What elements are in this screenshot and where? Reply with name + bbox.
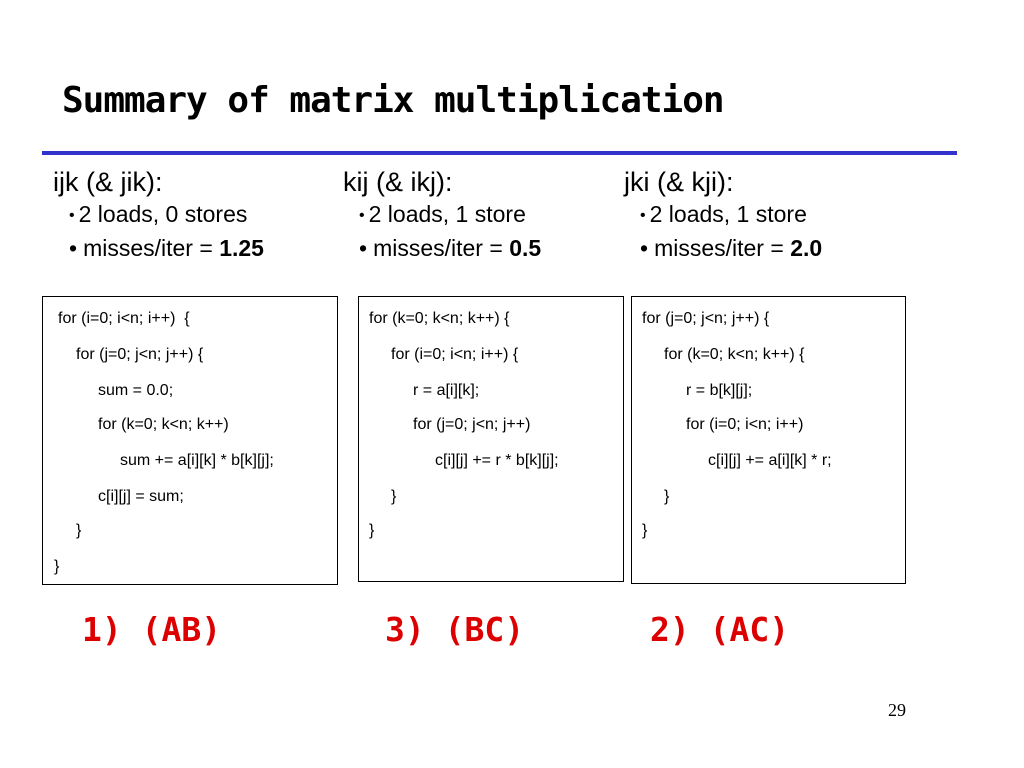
- code-line: }: [369, 522, 375, 539]
- column-heading: ijk (& jik):: [53, 167, 163, 197]
- code-line: sum = 0.0;: [98, 382, 174, 399]
- code-box-kij: for (k=0; k<n; k++) { for (i=0; i<n; i++…: [358, 296, 624, 582]
- bullet-icon: •: [69, 235, 78, 261]
- code-box-ijk: for (i=0; i<n; i++) { for (j=0; j<n; j++…: [42, 296, 338, 585]
- code-line: c[i][j] += r * b[k][j];: [435, 452, 559, 469]
- code-line: for (j=0; j<n; j++): [413, 416, 531, 433]
- misses-value: 2.0: [790, 235, 823, 261]
- code-box-jki: for (j=0; j<n; j++) { for (k=0; k<n; k++…: [631, 296, 906, 584]
- column-kij: kij (& ikj): • 2 loads, 1 store • misses/i…: [343, 166, 541, 264]
- bullet-list: • 2 loads, 1 store • misses/iter = 2.0: [640, 198, 822, 264]
- code-line: for (k=0; k<n; k++): [98, 416, 229, 433]
- answer-label-kij: 3) (BC): [385, 610, 525, 649]
- bullet-text: misses/iter =: [83, 235, 220, 261]
- slide-title: Summary of matrix multiplication: [62, 80, 725, 121]
- code-line: for (j=0; j<n; j++) {: [76, 346, 204, 363]
- bullet-icon: •: [359, 235, 368, 261]
- code-line: r = a[i][k];: [413, 382, 480, 399]
- bullet-misses: • misses/iter = 0.5: [359, 232, 541, 264]
- bullet-misses: • misses/iter = 1.25: [69, 232, 264, 264]
- code-line: }: [642, 522, 648, 539]
- code-line: for (i=0; i<n; i++) {: [391, 346, 519, 363]
- bullet-icon: •: [640, 235, 649, 261]
- bullet-icon: •: [69, 207, 75, 224]
- page-number: 29: [888, 700, 906, 720]
- bullet-text: 2 loads, 1 store: [649, 201, 807, 227]
- code-line: for (i=0; i<n; i++): [686, 416, 804, 433]
- misses-value: 0.5: [509, 235, 542, 261]
- code-line: for (j=0; j<n; j++) {: [642, 310, 770, 327]
- bullet-list: • 2 loads, 0 stores • misses/iter = 1.25: [69, 198, 264, 264]
- bullet-loads-stores: • 2 loads, 0 stores: [69, 198, 264, 232]
- bullet-list: • 2 loads, 1 store • misses/iter = 0.5: [359, 198, 541, 264]
- bullet-text: misses/iter =: [373, 235, 510, 261]
- code-line: c[i][j] += a[i][k] * r;: [708, 452, 832, 469]
- bullet-text: 2 loads, 0 stores: [78, 201, 248, 227]
- code-line: sum += a[i][k] * b[k][j];: [120, 452, 274, 469]
- code-line: }: [76, 522, 82, 539]
- bullet-icon: •: [359, 207, 365, 224]
- title-divider: [42, 151, 957, 155]
- column-heading: jki (& kji):: [624, 167, 734, 197]
- code-line: for (i=0; i<n; i++) {: [58, 310, 190, 327]
- code-line: }: [664, 488, 670, 505]
- column-ijk: ijk (& jik): • 2 loads, 0 stores • misses/…: [53, 166, 264, 264]
- bullet-loads-stores: • 2 loads, 1 store: [359, 198, 541, 232]
- code-line: c[i][j] = sum;: [98, 488, 184, 505]
- bullet-text: misses/iter =: [654, 235, 791, 261]
- bullet-text: 2 loads, 1 store: [368, 201, 526, 227]
- code-line: }: [54, 558, 60, 575]
- answer-label-jki: 2) (AC): [650, 610, 790, 649]
- code-line: for (k=0; k<n; k++) {: [369, 310, 510, 327]
- column-heading: kij (& ikj):: [343, 167, 453, 197]
- answer-label-ijk: 1) (AB): [82, 610, 222, 649]
- misses-value: 1.25: [219, 235, 264, 261]
- bullet-misses: • misses/iter = 2.0: [640, 232, 822, 264]
- code-line: for (k=0; k<n; k++) {: [664, 346, 805, 363]
- code-line: r = b[k][j];: [686, 382, 753, 399]
- bullet-icon: •: [640, 207, 646, 224]
- bullet-loads-stores: • 2 loads, 1 store: [640, 198, 822, 232]
- code-line: }: [391, 488, 397, 505]
- column-jki: jki (& kji): • 2 loads, 1 store • misses/i…: [624, 166, 822, 264]
